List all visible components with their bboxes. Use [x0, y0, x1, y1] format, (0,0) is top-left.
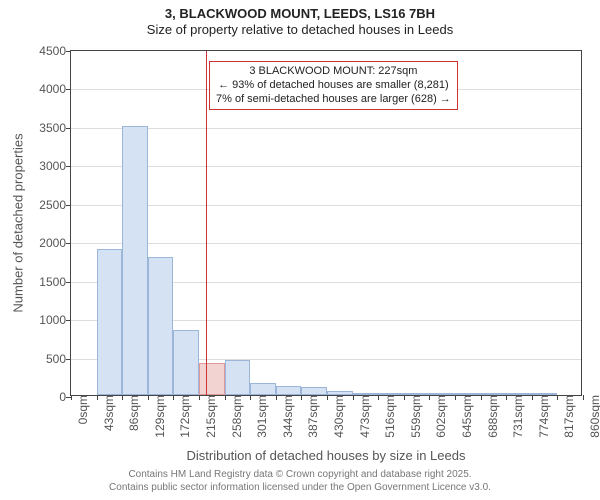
histogram-bar [250, 383, 276, 395]
y-tick-label: 1500 [39, 275, 71, 289]
x-tick-label: 43sqm [97, 395, 116, 431]
x-tick-label: 430sqm [327, 395, 346, 438]
reference-vline [206, 51, 207, 395]
histogram-bar [404, 393, 430, 395]
x-tick-label: 86sqm [122, 395, 141, 431]
histogram-bar [148, 257, 174, 395]
x-tick-label: 645sqm [455, 395, 474, 438]
title-line1: 3, BLACKWOOD MOUNT, LEEDS, LS16 7BH [0, 6, 600, 22]
histogram-bar [532, 393, 558, 395]
histogram-bar [276, 386, 302, 395]
x-tick-label: 860sqm [583, 395, 600, 438]
histogram-bar [225, 360, 251, 395]
x-tick-label: 559sqm [404, 395, 423, 438]
histogram-bar [173, 330, 199, 395]
x-tick-label: 172sqm [173, 395, 192, 438]
annotation-line1: 3 BLACKWOOD MOUNT: 227sqm [216, 65, 451, 79]
histogram-bar [455, 393, 481, 395]
x-tick-label: 516sqm [378, 395, 397, 438]
histogram-bar [97, 249, 123, 395]
attribution-block: Contains HM Land Registry data © Crown c… [0, 469, 600, 494]
histogram-bar [327, 391, 353, 395]
x-tick-label: 817sqm [557, 395, 576, 438]
chart-title-block: 3, BLACKWOOD MOUNT, LEEDS, LS16 7BH Size… [0, 0, 600, 39]
x-axis-label: Distribution of detached houses by size … [187, 448, 466, 463]
x-tick-label: 215sqm [199, 395, 218, 438]
y-tick-label: 3000 [39, 159, 71, 173]
x-tick-label: 129sqm [148, 395, 167, 438]
histogram-bar [429, 393, 455, 395]
attribution-line1: Contains HM Land Registry data © Crown c… [0, 469, 600, 482]
chart-container: 3, BLACKWOOD MOUNT, LEEDS, LS16 7BH Size… [0, 0, 600, 500]
x-tick-label: 301sqm [250, 395, 269, 438]
y-tick-label: 2500 [39, 198, 71, 212]
annotation-box: 3 BLACKWOOD MOUNT: 227sqm ← 93% of detac… [209, 61, 458, 110]
x-tick-label: 602sqm [429, 395, 448, 438]
y-tick-label: 1000 [39, 313, 71, 327]
y-tick-label: 4000 [39, 82, 71, 96]
x-tick-label: 0sqm [71, 395, 90, 424]
y-tick-label: 0 [59, 390, 71, 404]
x-tick-label: 731sqm [506, 395, 525, 438]
y-tick-label: 3500 [39, 121, 71, 135]
y-tick-label: 4500 [39, 44, 71, 58]
annotation-line2: ← 93% of detached houses are smaller (8,… [216, 79, 451, 93]
histogram-bar [378, 393, 404, 395]
x-tick-label: 258sqm [225, 395, 244, 438]
attribution-line2: Contains public sector information licen… [0, 482, 600, 495]
histogram-bar [301, 387, 327, 395]
title-line2: Size of property relative to detached ho… [0, 22, 600, 38]
plot-area: 0500100015002000250030003500400045000sqm… [70, 50, 582, 396]
histogram-bar [353, 393, 379, 395]
histogram-bar [122, 126, 148, 395]
y-tick-label: 2000 [39, 236, 71, 250]
histogram-bar [506, 393, 532, 395]
y-tick-label: 500 [46, 352, 71, 366]
y-axis-label: Number of detached properties [11, 133, 26, 312]
x-tick-label: 688sqm [481, 395, 500, 438]
histogram-bar [199, 363, 225, 395]
x-tick-label: 774sqm [532, 395, 551, 438]
histogram-bar [481, 393, 507, 395]
annotation-line3: 7% of semi-detached houses are larger (6… [216, 93, 451, 107]
x-tick-label: 387sqm [301, 395, 320, 438]
x-tick-label: 344sqm [276, 395, 295, 438]
x-tick-label: 473sqm [353, 395, 372, 438]
